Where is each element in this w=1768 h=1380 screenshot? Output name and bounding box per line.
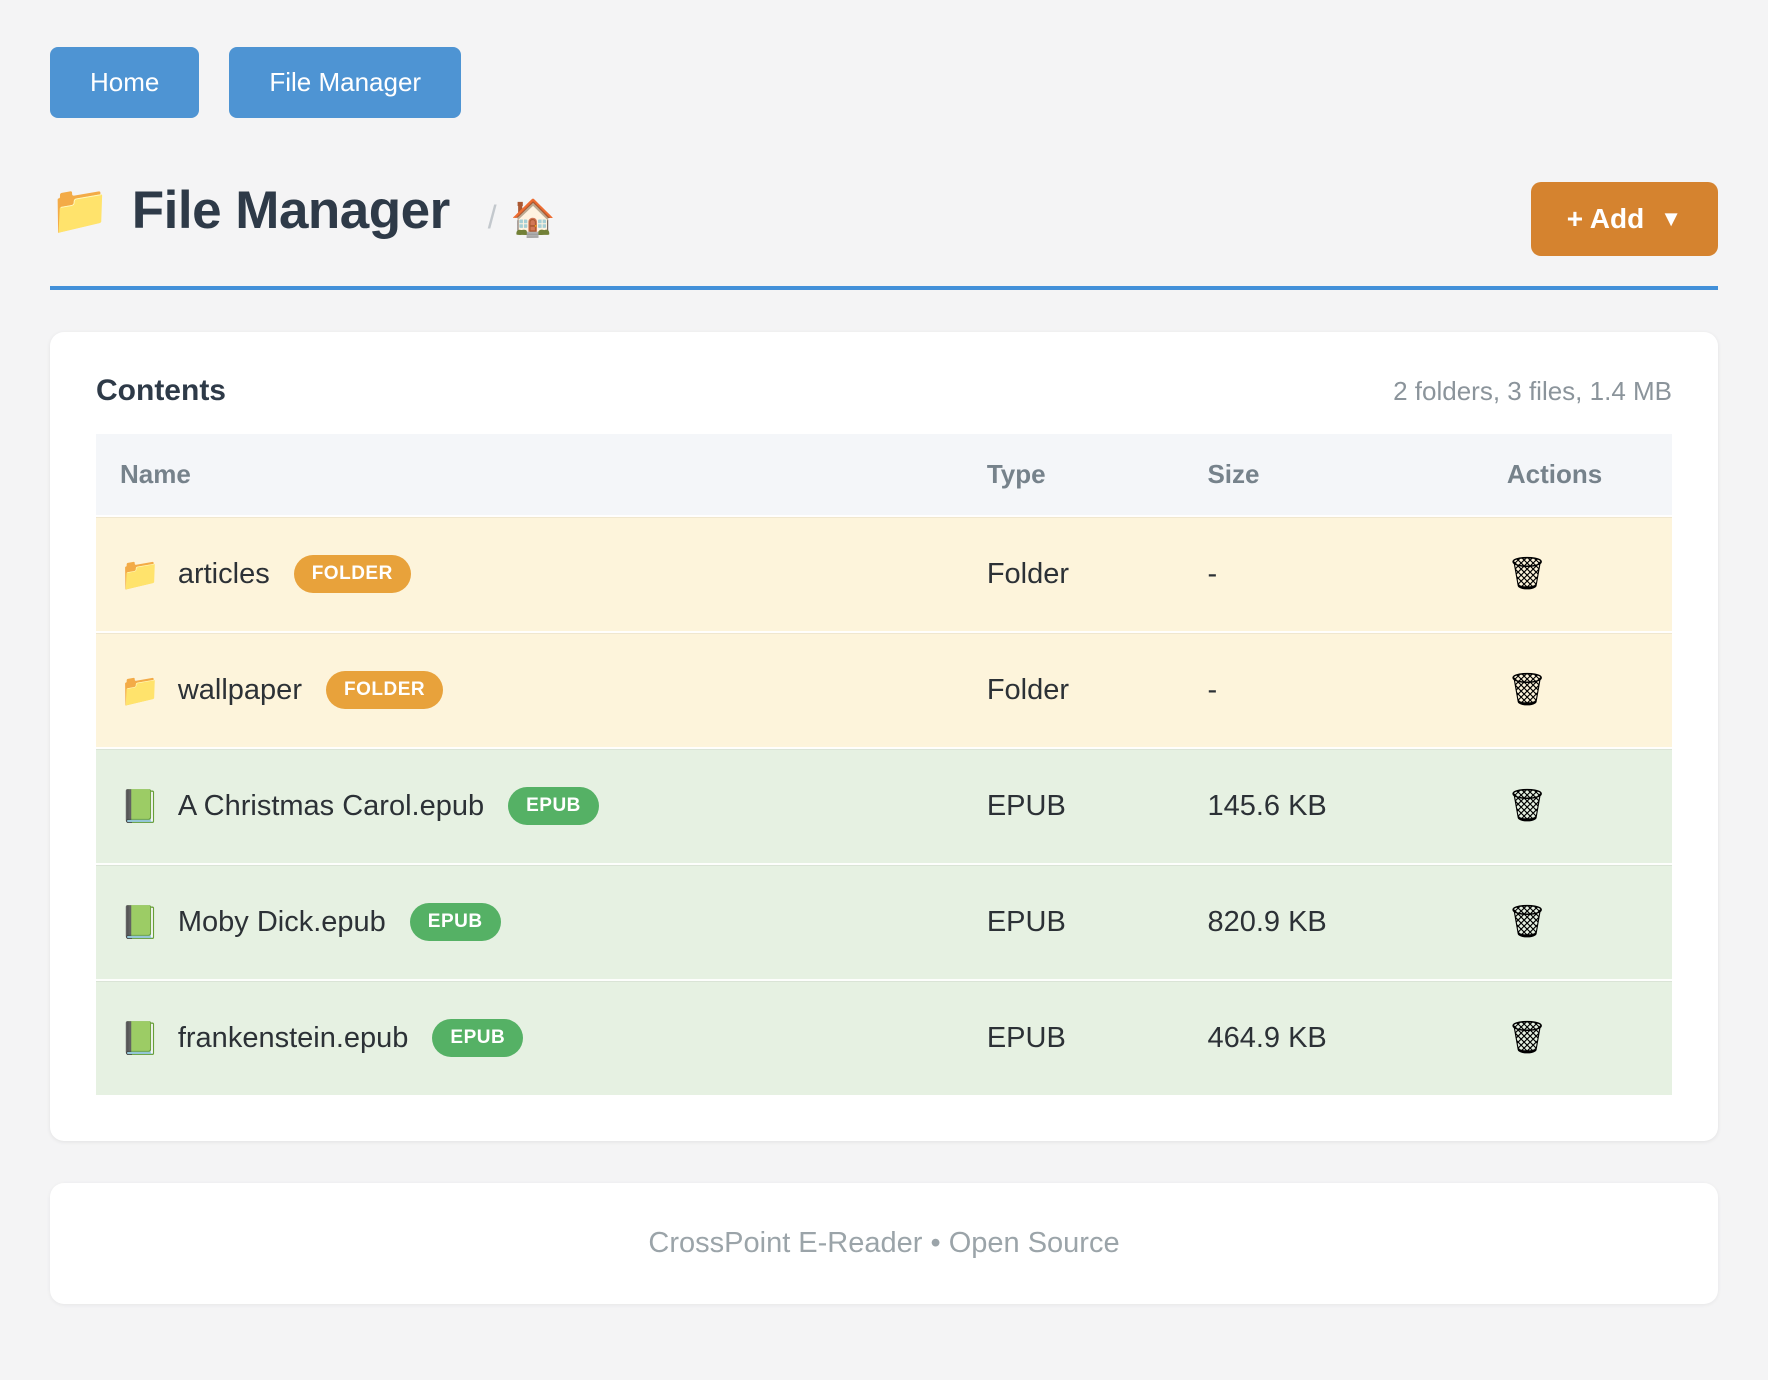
file-manager-button[interactable]: File Manager [229,47,462,118]
delete-button[interactable]: 🗑 [1507,789,1548,821]
trash-icon: 🗑 [1506,554,1548,591]
folder-badge: FOLDER [293,555,411,593]
file-type: Folder [962,631,1184,748]
trash-icon: 🗑 [1506,902,1548,939]
add-button[interactable]: + Add ▼ [1530,182,1718,256]
trash-icon: 🗑 [1506,786,1548,823]
file-name-link[interactable]: articles [177,557,270,590]
title-wrap: 📁 File Manager / 🏠 [50,180,555,241]
header-divider [50,286,1718,290]
trash-icon: 🗑 [1506,1018,1548,1055]
delete-button[interactable]: 🗑 [1507,1021,1548,1053]
folder-badge: FOLDER [325,671,444,709]
home-icon[interactable]: 🏠 [510,196,556,238]
page-header: 📁 File Manager / 🏠 + Add ▼ [50,180,1718,256]
book-icon: 📗 [120,788,160,824]
home-button[interactable]: Home [50,47,200,118]
add-button-label: + Add [1566,203,1645,234]
contents-card: Contents 2 folders, 3 files, 1.4 MB Name… [50,332,1718,1141]
column-header-actions: Actions [1482,434,1672,516]
folder-icon: 📁 [120,672,160,708]
folder-icon: 📁 [120,556,160,592]
file-size: 464.9 KB [1183,979,1483,1095]
file-name-link[interactable]: Moby Dick.epub [177,905,386,938]
table-header-row: Name Type Size Actions [96,434,1672,516]
table-row: 📁 articles FOLDER Folder - 🗑 [96,515,1672,632]
table-row: 📗 A Christmas Carol.epub EPUB EPUB 145.6… [96,747,1672,864]
file-name-link[interactable]: frankenstein.epub [177,1021,409,1054]
column-header-type: Type [962,434,1184,516]
page-title: File Manager [131,181,450,240]
file-type: EPUB [962,863,1184,980]
file-table: Name Type Size Actions 📁 articles FOLDER [96,434,1672,1095]
table-row: 📗 frankenstein.epub EPUB EPUB 464.9 KB 🗑 [96,979,1672,1095]
book-icon: 📗 [120,904,160,940]
top-nav: Home File Manager [50,47,1718,118]
chevron-down-icon: ▼ [1660,206,1682,231]
file-type: Folder [962,515,1184,632]
column-header-size: Size [1183,434,1483,516]
epub-badge: EPUB [409,903,501,941]
column-header-name: Name [96,434,963,516]
delete-button[interactable]: 🗑 [1507,557,1548,589]
breadcrumb: / 🏠 [488,197,556,239]
file-size: 145.6 KB [1183,747,1483,864]
contents-summary: 2 folders, 3 files, 1.4 MB [1393,376,1672,406]
breadcrumb-separator: / [487,199,497,235]
contents-title: Contents [96,374,226,407]
folder-icon: 📁 [50,183,110,237]
file-name-link[interactable]: A Christmas Carol.epub [177,789,485,822]
book-icon: 📗 [120,1020,160,1056]
table-row: 📗 Moby Dick.epub EPUB EPUB 820.9 KB 🗑 [96,863,1672,980]
file-type: EPUB [962,747,1184,864]
delete-button[interactable]: 🗑 [1507,673,1548,705]
contents-card-header: Contents 2 folders, 3 files, 1.4 MB [96,374,1672,408]
table-row: 📁 wallpaper FOLDER Folder - 🗑 [96,631,1672,748]
file-size: - [1183,515,1483,632]
epub-badge: EPUB [432,1019,524,1057]
file-size: - [1183,631,1483,748]
epub-badge: EPUB [508,787,599,825]
footer-text: CrossPoint E-Reader • Open Source [648,1227,1120,1259]
file-type: EPUB [962,979,1184,1095]
footer: CrossPoint E-Reader • Open Source [50,1183,1718,1304]
file-name-link[interactable]: wallpaper [177,673,302,706]
trash-icon: 🗑 [1506,670,1548,707]
delete-button[interactable]: 🗑 [1507,905,1548,937]
file-size: 820.9 KB [1183,863,1483,980]
